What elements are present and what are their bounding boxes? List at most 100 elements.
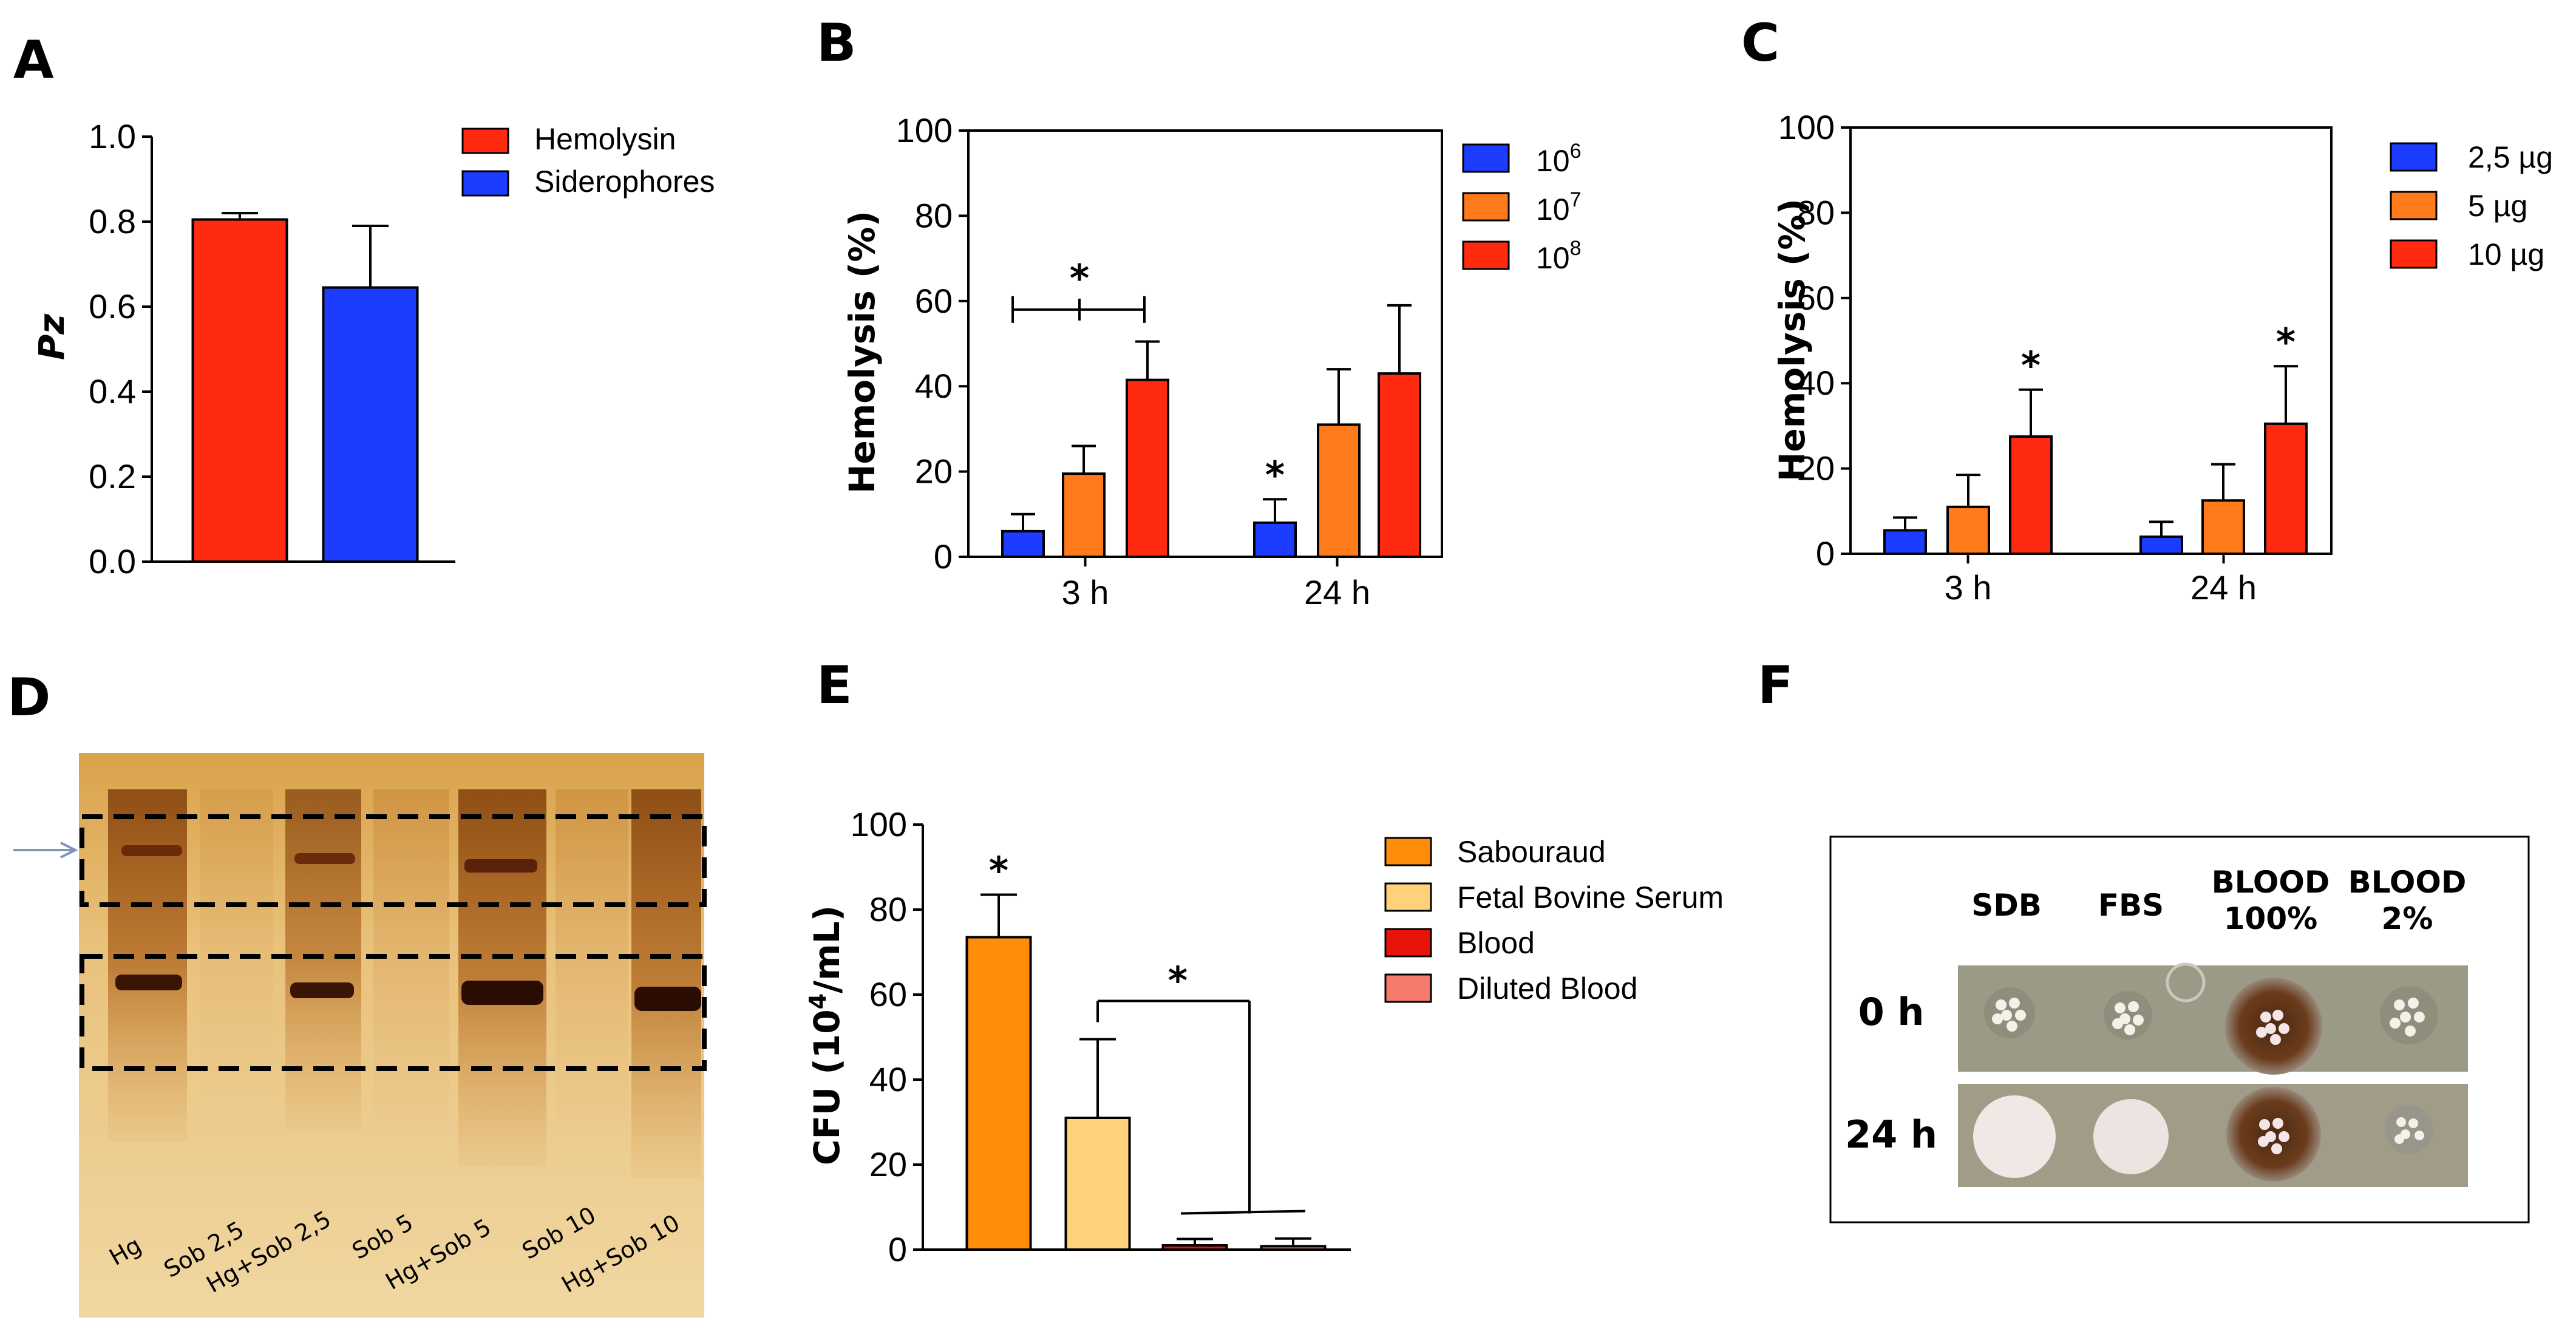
panel-label-b: B [817,13,857,73]
b-ytick-label: 100 [896,111,953,149]
b-ytick-label: 80 [915,196,953,234]
plate-col-header-2: FBS [2098,888,2164,923]
b-bar [1062,472,1106,558]
panel-label-f: F [1758,655,1793,716]
c-plot-frame [1849,126,2333,555]
plate-spot-sdb-24h [1973,1095,2056,1178]
panel-label-a: A [13,30,54,90]
plate-row-label-2: 24 h [1845,1112,1937,1157]
plate-spot-blood2-24h [2385,1105,2433,1154]
b-legend-label: 108 [1536,237,1582,275]
b-legend-label: 107 [1536,188,1582,226]
c-legend-swatch [2390,142,2438,172]
b-y-axis-title: Hemolysis (%) [841,211,883,494]
b-ytick-label: 40 [915,367,953,405]
gel-smear-lane-5 [458,789,546,1166]
e-significance-star: * [1168,959,1188,1003]
gel-smear-lane-3 [285,789,361,1129]
e-legend-label: Fetal Bovine Serum [1457,880,1724,914]
e-ytick-label: 60 [869,975,907,1013]
c-legend-swatch [2390,239,2438,269]
gel-band-upper-5 [464,859,537,873]
b-ytick-label: 20 [915,452,953,491]
plate-spot-blood100-0h [2225,978,2322,1075]
a-legend-swatch [461,128,509,154]
e-significance-star: * [989,849,1008,893]
c-ytick-label: 60 [1797,279,1835,317]
a-ytick-label: 0.6 [89,287,136,325]
c-bar [1883,529,1927,556]
gel-band-lower-3 [290,982,354,998]
plate-spot-fbs-24h [2093,1099,2169,1174]
panel-label-d: D [7,667,50,728]
plates-photo: SDB FBS BLOOD 100% BLOOD 2% 0 h 24 h [1829,835,2530,1223]
b-significance-star: * [1265,453,1285,497]
panel-label-c: C [1741,13,1779,73]
b-legend-label: 106 [1536,140,1582,178]
b-bar [1317,423,1361,558]
gel-smear-lane-2 [200,789,273,1093]
b-legend-swatch [1462,192,1510,222]
b-xtick-label: 24 h [1304,573,1370,611]
gel-smear-lane-6 [556,789,628,1129]
e-legend-swatch [1384,882,1432,912]
c-bar [2264,422,2308,556]
c-legend-swatch [2390,191,2438,220]
c-ytick-label: 40 [1797,364,1835,402]
plate-col-header-3b: 100% [2224,901,2317,936]
e-legend-swatch [1384,837,1432,866]
panel-label-e: E [817,655,852,716]
e-y-axis-title: CFU (104/mL) [804,905,848,1165]
b-xtick-label: 3 h [1062,573,1109,611]
gel-dashed-box-lower [80,954,707,1071]
chart-b: 0 20 40 60 80 100 106 107 108 3 h 24 h Hemolysis (%… [841,111,1582,611]
b-significance-star: * [1070,256,1089,301]
b-plot-frame [967,129,1443,558]
plate-col-header-3: BLOOD [2212,865,2330,900]
b-bar [1253,521,1297,559]
b-legend-swatch [1462,143,1510,173]
c-bar [1946,505,1990,556]
b-ytick-label: 60 [915,282,953,320]
gel-band-upper-3 [294,853,355,864]
a-bar [191,218,288,563]
e-bar [1260,1245,1327,1251]
b-bar [1126,378,1169,558]
plate-spot-fbs-0h [2104,991,2152,1040]
e-ytick-label: 80 [869,890,907,928]
b-bar [1378,372,1421,558]
plate-spot-blood2-0h [2380,986,2438,1044]
gel-dashed-box-upper [80,814,707,907]
gel-band-lower-7 [634,987,701,1011]
plate-col-header-4b: 2% [2382,901,2433,936]
a-ytick-label: 0.2 [89,457,136,495]
e-bar [1161,1244,1228,1251]
a-y-axis-title: Pz [31,314,72,361]
c-legend-label: 5 µg [2468,189,2527,223]
e-legend-label: Diluted Blood [1457,972,1637,1006]
a-legend-label: Siderophores [534,165,715,199]
e-ytick-label: 0 [888,1230,907,1268]
plate-col-header-4: BLOOD [2348,865,2467,900]
a-bar [322,286,419,563]
gel-image: Hg Sob 2,5 Hg+Sob 2,5 Sob 5 Hg+Sob 5 Sob… [13,753,707,1318]
a-legend-label: Hemolysin [534,122,676,156]
c-ytick-label: 20 [1797,449,1835,488]
plate-reflection [2166,962,2206,1002]
c-legend-label: 10 µg [2468,237,2544,271]
gel-smear-lane-4 [373,789,449,1129]
e-legend-label: Blood [1457,926,1535,960]
c-bar [2201,499,2245,555]
plate-spot-sdb-0h [1984,987,2035,1038]
a-ytick-label: 0.4 [89,372,136,410]
e-ytick-label: 40 [869,1060,907,1098]
plate-row-label-1: 0 h [1858,990,1925,1034]
c-ytick-label: 80 [1797,193,1835,231]
e-legend-label: Sabouraud [1457,835,1606,869]
a-ytick-label: 0.0 [89,542,136,580]
c-y-axis-title: Hemolysis (%) [1772,199,1813,482]
c-xtick-label: 24 h [2190,568,2257,607]
gel-band-lower-5 [461,981,543,1005]
c-xtick-label: 3 h [1945,568,1992,607]
